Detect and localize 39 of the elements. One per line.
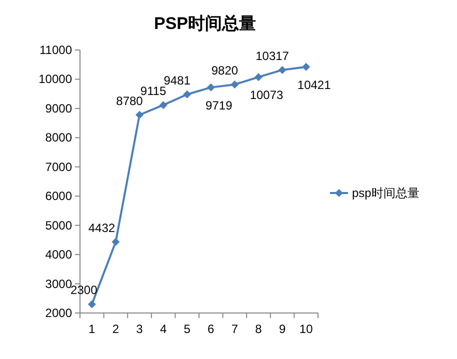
x-tick-label: 3 [136,322,144,336]
y-tick-label: 10000 [38,72,72,86]
y-tick-label: 3000 [45,276,72,291]
point [278,66,286,74]
point [230,80,239,88]
data-label: 9719 [206,98,233,112]
point [302,62,310,71]
data-label: 4432 [88,220,116,235]
point [183,90,192,98]
data-label: 10073 [250,88,284,102]
x-tick-label: 9 [278,322,286,336]
y-tick-label: 2000 [45,306,72,320]
data-label: 10421 [297,78,332,92]
point [206,83,215,92]
point [112,238,120,246]
data-label: 2300 [70,283,98,298]
y-tick-label: 11000 [40,43,72,57]
x-tick-label: 7 [231,322,238,336]
x-tick-label: 8 [255,322,262,336]
x-tick-label: 10 [299,322,314,336]
x-tick-label: 2 [112,322,120,336]
x-tick-label: 6 [208,322,215,336]
y-tick-label: 6000 [45,189,72,204]
x-tick-label: 4 [160,322,167,336]
chart-title: PSP时间总量 [154,14,256,33]
point [136,110,144,119]
data-label: 9820 [211,63,238,78]
legend-label: psp时间总量 [352,186,420,200]
point [88,300,96,308]
x-tick-label: 1 [88,322,96,336]
point [254,73,262,82]
y-tick-label: 8000 [45,130,72,145]
y-tick-label: 9000 [45,101,72,116]
data-label: 10317 [256,48,290,63]
y-tick-label: 5000 [45,218,72,232]
point [159,101,168,110]
y-tick-label: 4000 [45,248,72,262]
y-tick-label: 7000 [45,160,72,174]
x-tick-label: 5 [184,322,191,336]
